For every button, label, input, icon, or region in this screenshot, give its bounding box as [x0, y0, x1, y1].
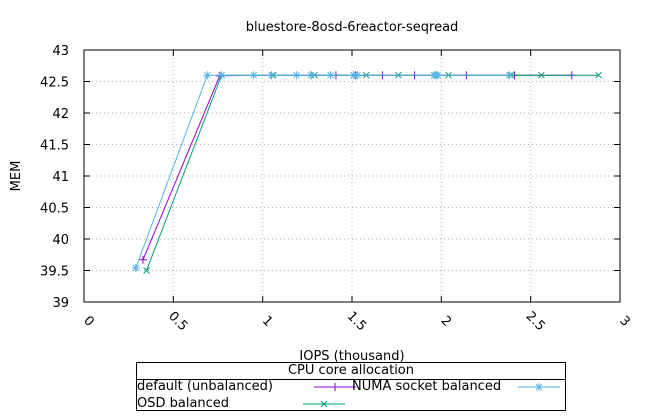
legend: CPU core allocation default (unbalanced)…	[136, 362, 566, 411]
legend-label: NUMA socket balanced	[352, 379, 502, 394]
legend-title: CPU core allocation	[137, 363, 565, 380]
data-point	[249, 71, 258, 80]
legend-swatch-star	[518, 383, 560, 391]
y-tick-label: 40	[52, 233, 69, 248]
data-point	[433, 71, 442, 80]
x-tick-label: 3	[616, 313, 632, 329]
legend-item-osd-balanced: OSD balanced	[137, 396, 567, 412]
y-tick-label: 43	[52, 44, 69, 59]
data-point	[505, 71, 514, 80]
axis-ticks: 39 39.5 40 40.5 41 41.5 42 42.5 43 0 0.5 1 1.5 2 2.5 3	[40, 44, 633, 334]
x-tick-label: 2.5	[523, 309, 548, 334]
data-point	[595, 71, 602, 79]
data-point	[217, 71, 226, 80]
legend-label: default (unbalanced)	[137, 379, 273, 394]
series-line	[142, 74, 572, 260]
data-point	[306, 71, 315, 80]
data-point	[143, 267, 150, 274]
data-point	[131, 263, 140, 272]
y-tick-label: 41	[52, 170, 69, 185]
x-tick-label: 0	[80, 313, 96, 329]
data-point	[138, 255, 147, 264]
y-tick-label: 41.5	[40, 139, 69, 154]
y-tick-label: 42	[52, 107, 69, 122]
series-line	[146, 74, 599, 271]
legend-item-numa-socket-balanced: NUMA socket balanced	[352, 379, 567, 395]
y-tick-label: 40.5	[40, 202, 69, 217]
legend-swatch-plus	[314, 383, 356, 391]
x-tick-label: 1.5	[344, 309, 369, 334]
x-tick-label: 0.5	[165, 309, 190, 334]
x-tick-label: 2	[438, 313, 454, 329]
y-tick-label: 39.5	[40, 265, 69, 280]
legend-swatch-cross	[303, 400, 345, 408]
legend-item-default-unbalanced: default (unbalanced)	[137, 379, 567, 395]
data-point	[353, 71, 362, 80]
data-point	[203, 71, 212, 80]
y-tick-label: 42.5	[40, 76, 69, 91]
x-tick-label: 1	[259, 313, 275, 329]
series-layer	[131, 71, 602, 274]
data-point	[267, 71, 276, 80]
y-axis-label: MEM	[9, 161, 24, 192]
legend-label: OSD balanced	[137, 396, 230, 411]
series-numa-socket-balanced	[143, 71, 602, 274]
series-default-unbalanced	[138, 71, 576, 264]
data-point	[292, 71, 301, 80]
data-point	[326, 71, 335, 80]
grid-lines	[84, 50, 620, 302]
chart-title: bluestore-8osd-6reactor-seqread	[246, 20, 459, 35]
series-line	[135, 74, 510, 269]
y-tick-label: 39	[52, 296, 69, 311]
data-point	[538, 71, 545, 79]
x-axis-label: IOPS (thousand)	[299, 349, 404, 364]
series-osd-balanced	[131, 71, 514, 272]
